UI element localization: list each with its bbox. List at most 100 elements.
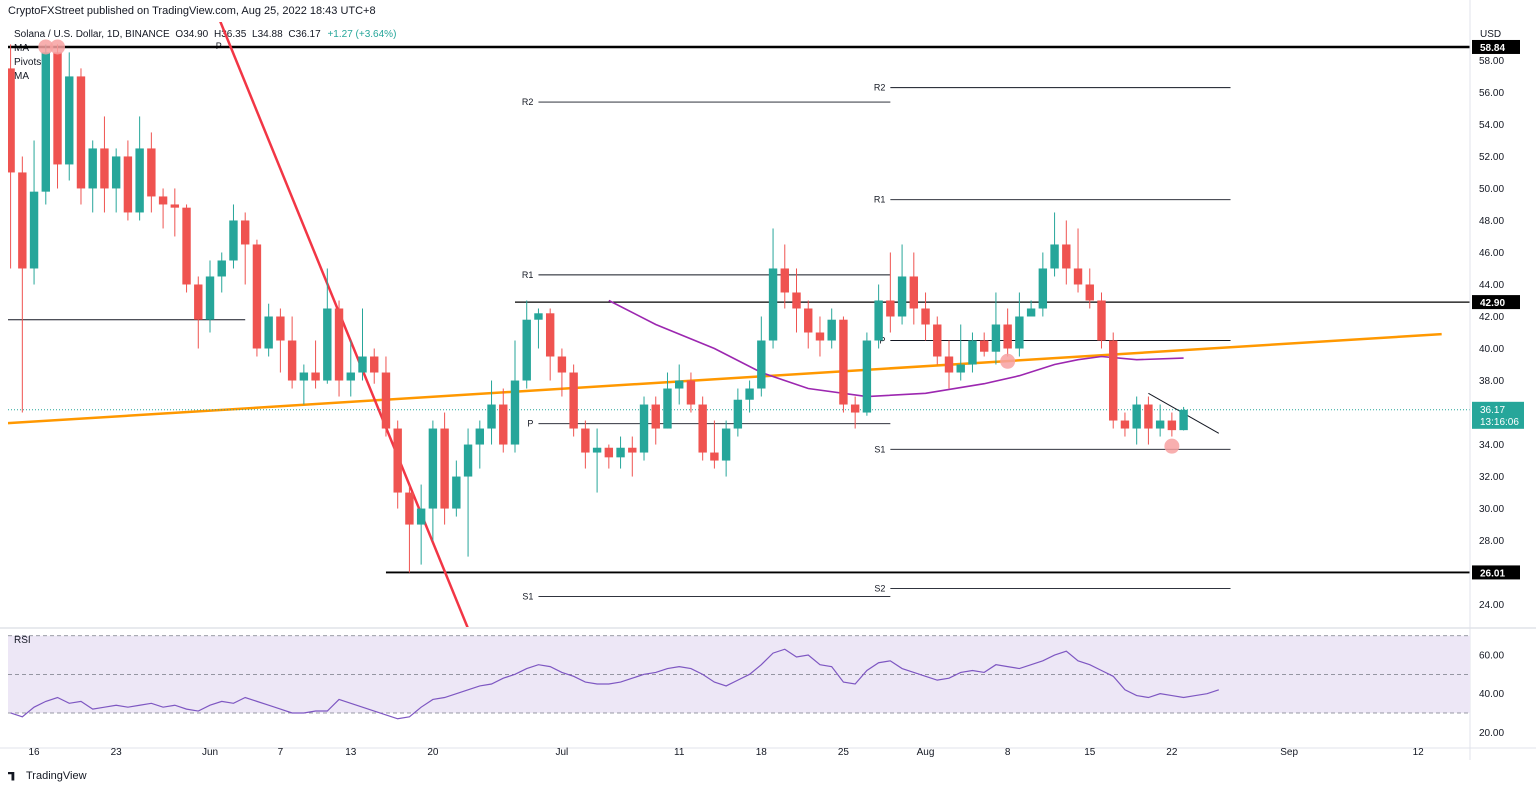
- open-value: 34.90: [183, 29, 209, 40]
- open-label: O: [175, 29, 184, 40]
- candle-body: [1015, 316, 1024, 349]
- candle-body: [616, 447, 625, 458]
- candle-body: [88, 148, 97, 189]
- candle-body: [1026, 308, 1036, 317]
- pivot-label-p-1: P: [527, 419, 533, 429]
- legend-ma1: MA: [14, 43, 29, 54]
- candle-body: [1097, 300, 1106, 341]
- candle-body: [241, 220, 250, 245]
- candle-body: [780, 268, 789, 293]
- candle-body: [592, 447, 602, 453]
- time-tick-label: Aug: [917, 747, 935, 758]
- pivot-label-r1-1: R1: [522, 270, 534, 280]
- high-label: H: [214, 29, 222, 40]
- candle-body: [545, 313, 555, 357]
- candle-body: [1155, 420, 1165, 429]
- price-tick-label: 32.00: [1479, 472, 1504, 483]
- candle-body: [581, 428, 590, 453]
- tradingview-brand: TradingView: [26, 770, 87, 782]
- price-tick-label: 30.00: [1479, 504, 1504, 515]
- candle-body: [76, 76, 86, 189]
- candle-body: [440, 428, 449, 509]
- candle-body: [604, 447, 614, 458]
- price-pane: R2R1PS1R2R1PS1S2P: [8, 22, 1470, 627]
- candle-body: [1038, 268, 1048, 309]
- candle-body: [135, 148, 144, 213]
- candle-body: [710, 452, 719, 461]
- candle-body: [897, 276, 907, 317]
- candle-body: [534, 313, 543, 320]
- rsi-label: RSI: [14, 635, 31, 646]
- candle-body: [264, 316, 273, 349]
- time-tick-label: 25: [838, 747, 850, 758]
- candle-body: [428, 428, 438, 509]
- candle-body: [804, 308, 813, 333]
- publisher-header: CryptoFXStreet published on TradingView.…: [8, 5, 376, 17]
- pivot-label-s1-2: S1: [874, 444, 885, 454]
- candle-body: [29, 191, 39, 269]
- candle-body: [1179, 409, 1188, 431]
- price-tick-label: 28.00: [1479, 536, 1504, 547]
- candle-body: [370, 356, 379, 373]
- price-tick-label: 56.00: [1479, 88, 1504, 99]
- candle-body: [229, 220, 238, 261]
- candle-body: [944, 356, 954, 373]
- candle-body: [358, 356, 367, 373]
- rsi-tick-label: 60.00: [1479, 651, 1504, 662]
- candle-body: [639, 404, 649, 453]
- time-tick-label: 18: [756, 747, 768, 758]
- tradingview-logo-icon: [8, 771, 15, 781]
- time-tick-label: 20: [427, 747, 439, 758]
- candle-body: [862, 340, 872, 413]
- candle-body: [182, 207, 191, 285]
- candle-body: [827, 319, 836, 341]
- candle-body: [628, 447, 637, 453]
- candle-body: [956, 364, 965, 373]
- candle-body: [1050, 244, 1059, 269]
- price-tick-label: 40.00: [1479, 344, 1504, 355]
- price-tick-label: 48.00: [1479, 216, 1504, 227]
- close-label: C: [288, 29, 296, 40]
- time-tick-label: Jul: [556, 747, 569, 758]
- high-value: 36.35: [221, 29, 247, 40]
- highlight-marker: [38, 39, 54, 55]
- candle-body: [416, 508, 426, 525]
- symbol-name: Solana / U.S. Dollar, 1D, BINANCE: [14, 29, 170, 40]
- candle-body: [792, 292, 801, 309]
- candle-body: [123, 156, 133, 213]
- time-tick-label: 8: [1005, 747, 1011, 758]
- candle-body: [1144, 404, 1153, 429]
- candle-body: [1132, 404, 1141, 429]
- legend-ma2: MA: [14, 71, 29, 82]
- candle-body: [839, 319, 848, 405]
- candle-body: [252, 244, 262, 349]
- candle-body: [217, 260, 226, 277]
- highlight-marker: [50, 39, 66, 55]
- time-tick-label: Jun: [202, 747, 218, 758]
- candle-body: [686, 380, 696, 405]
- price-tick-label: 42.00: [1479, 312, 1504, 323]
- time-tick-label: Sep: [1280, 747, 1298, 758]
- candle-body: [487, 404, 496, 429]
- candle-body: [18, 172, 27, 269]
- candle-body: [979, 340, 989, 352]
- candle-body: [757, 340, 766, 389]
- candle-body: [698, 404, 707, 453]
- symbol-legend: Solana / U.S. Dollar, 1D, BINANCE O34.90…: [14, 29, 396, 40]
- level-badge-label: 58.84: [1480, 43, 1505, 54]
- level-badge-58-84: [1472, 39, 1520, 54]
- price-axis-currency: USD: [1480, 29, 1501, 40]
- level-badge-label: 26.01: [1480, 568, 1505, 579]
- candle-body: [393, 428, 402, 493]
- tradingview-logo: TradingView: [8, 770, 87, 782]
- highlight-marker: [1000, 353, 1016, 369]
- change-value: +1.27 (+3.64%): [327, 29, 397, 40]
- time-tick-label: 23: [111, 747, 123, 758]
- candle-body: [510, 380, 520, 445]
- candle-body: [886, 300, 895, 317]
- candle-body: [991, 324, 1001, 352]
- price-tick-label: 58.00: [1479, 56, 1504, 67]
- pivot-label-r2-2: R2: [874, 83, 886, 93]
- level-badge-42-90: [1472, 295, 1520, 310]
